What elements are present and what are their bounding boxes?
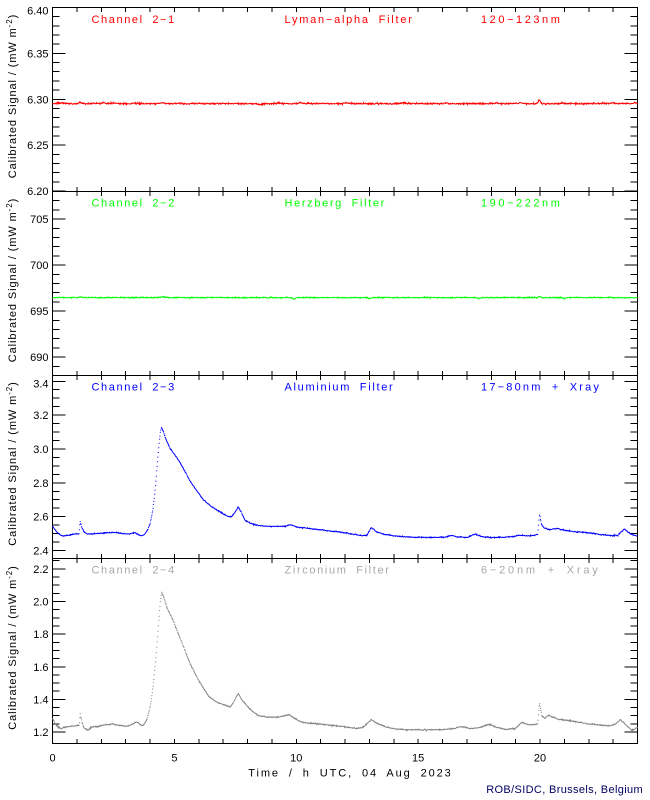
svg-text:2.2: 2.2 [33,564,48,576]
svg-text:17−80nm + Xray: 17−80nm + Xray [481,382,601,394]
svg-text:705: 705 [30,214,48,226]
svg-text:15: 15 [412,753,424,765]
svg-text:6.40: 6.40 [27,6,48,18]
svg-text:6.20: 6.20 [27,186,48,198]
svg-text:5: 5 [171,753,177,765]
svg-text:Calibrated Signal / (mW m-2): Calibrated Signal / (mW m-2) [5,14,19,178]
svg-text:2.0: 2.0 [33,597,48,609]
svg-text:700: 700 [30,260,48,272]
svg-text:Channel 2−4: Channel 2−4 [92,565,176,577]
svg-text:Zirconium Filter: Zirconium Filter [285,565,391,577]
svg-text:6−20nm + Xray: 6−20nm + Xray [481,565,601,577]
svg-text:1.4: 1.4 [33,694,48,706]
svg-text:1.2: 1.2 [33,727,48,739]
svg-text:Time / h UTC, 04 Aug 2023: Time / h UTC, 04 Aug 2023 [248,768,452,780]
svg-text:6.25: 6.25 [27,140,48,152]
svg-text:0: 0 [49,753,55,765]
svg-text:695: 695 [30,306,48,318]
svg-text:Lyman−alpha Filter: Lyman−alpha Filter [285,14,414,26]
svg-text:1.8: 1.8 [33,629,48,641]
svg-text:690: 690 [30,352,48,364]
svg-text:Calibrated Signal / (mW m-2): Calibrated Signal / (mW m-2) [5,198,19,362]
svg-text:1.6: 1.6 [33,662,48,674]
svg-text:Aluminium Filter: Aluminium Filter [285,382,395,394]
svg-text:10: 10 [290,753,302,765]
svg-text:3.0: 3.0 [33,444,48,456]
svg-text:Channel 2−2: Channel 2−2 [92,198,176,210]
svg-text:2.6: 2.6 [33,512,48,524]
svg-text:2.8: 2.8 [33,478,48,490]
svg-text:Channel 2−3: Channel 2−3 [92,382,176,394]
svg-text:Calibrated Signal / (mW m-2): Calibrated Signal / (mW m-2) [5,565,19,729]
svg-text:Channel 2−1: Channel 2−1 [92,14,176,26]
svg-text:20: 20 [534,753,546,765]
svg-text:2.4: 2.4 [33,546,48,558]
svg-text:3.4: 3.4 [33,379,48,391]
svg-text:120−123nm: 120−123nm [481,14,562,26]
svg-text:190−222nm: 190−222nm [481,198,562,210]
svg-text:3.2: 3.2 [33,410,48,422]
svg-text:Calibrated Signal / (mW m-2): Calibrated Signal / (mW m-2) [5,381,19,545]
svg-text:Herzberg Filter: Herzberg Filter [285,198,387,210]
svg-text:6.35: 6.35 [27,48,48,60]
svg-text:6.30: 6.30 [27,94,48,106]
svg-text:ROB/SIDC, Brussels, Belgium: ROB/SIDC, Brussels, Belgium [486,784,643,796]
